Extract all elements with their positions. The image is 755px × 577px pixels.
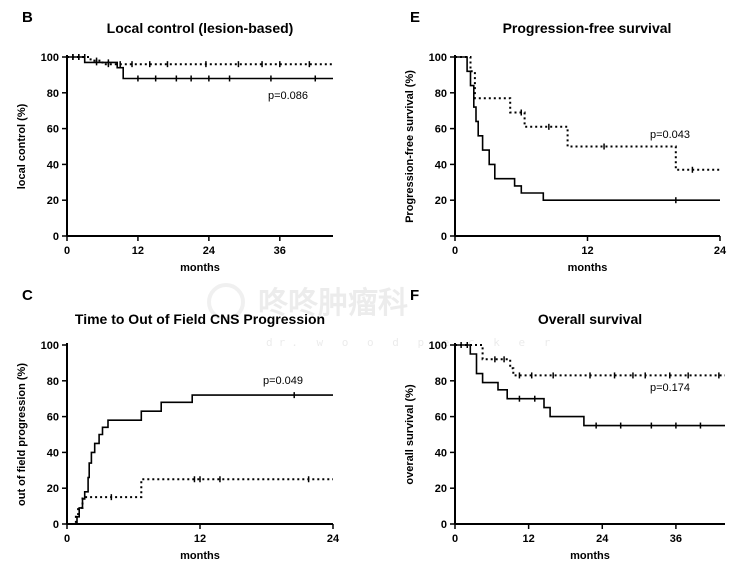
- x-tick-label: 24: [327, 533, 340, 545]
- km-curve-solid: [67, 56, 333, 80]
- x-tick-label: 36: [670, 533, 682, 545]
- y-tick-label: 40: [47, 447, 59, 459]
- chart-title: Progression-free survival: [503, 20, 672, 36]
- watermark-subtext: dr. w o o d p e c k e r: [266, 336, 556, 349]
- x-tick-label: 24: [203, 245, 216, 257]
- y-tick-label: 40: [47, 159, 59, 171]
- panel-local-control: B Local control (lesion-based) 0 20 40 60 80 10…: [16, 9, 333, 274]
- x-tick-label: 0: [452, 533, 458, 545]
- panel-progression-free-survival: E Progression-free survival 0 20 40 60 80 100 0 1…: [404, 9, 727, 274]
- y-tick-label: 100: [429, 340, 447, 352]
- x-axis-label: months: [180, 262, 220, 274]
- y-tick-label: 0: [441, 519, 447, 531]
- watermark-logo-icon: [207, 283, 245, 321]
- km-curve-solid: [455, 56, 720, 201]
- panel-letter: E: [410, 9, 420, 26]
- p-value-annotation: p=0.174: [650, 382, 690, 394]
- y-tick-label: 60: [435, 124, 447, 136]
- x-tick-label: 12: [581, 245, 593, 257]
- x-tick-label: 24: [714, 245, 727, 257]
- chart-title: Overall survival: [538, 311, 642, 327]
- km-curve-dotted: [67, 478, 333, 525]
- panel-out-of-field-progression: C Time to Out of Field CNS Progression 0 20…: [16, 287, 340, 562]
- km-curve-solid: [67, 394, 333, 525]
- y-tick-label: 0: [441, 231, 447, 243]
- y-tick-label: 20: [435, 483, 447, 495]
- p-value-annotation: p=0.049: [263, 375, 303, 387]
- y-tick-label: 100: [429, 52, 447, 64]
- y-tick-label: 40: [435, 447, 447, 459]
- y-tick-label: 100: [41, 340, 59, 352]
- y-tick-label: 80: [47, 88, 59, 100]
- km-curve-dotted: [67, 56, 333, 66]
- y-tick-label: 80: [435, 376, 447, 388]
- x-tick-label: 24: [596, 533, 609, 545]
- x-tick-label: 12: [523, 533, 535, 545]
- x-axis-label: months: [568, 262, 608, 274]
- y-tick-label: 20: [47, 483, 59, 495]
- y-axis-label: out of field progression (%): [16, 363, 28, 506]
- y-tick-label: 80: [435, 88, 447, 100]
- km-curve-dotted: [455, 56, 720, 171]
- p-value-annotation: p=0.043: [650, 129, 690, 141]
- km-curve-solid: [455, 344, 725, 427]
- y-axis-label: overall survival (%): [404, 384, 416, 485]
- panel-overall-survival: F Overall survival 0 20 40 60 80 100 0 12 24 36 mont…: [404, 287, 725, 562]
- y-tick-label: 80: [47, 376, 59, 388]
- y-tick-label: 0: [53, 519, 59, 531]
- x-tick-label: 0: [64, 245, 70, 257]
- p-value-annotation: p=0.086: [268, 90, 308, 102]
- y-tick-label: 40: [435, 159, 447, 171]
- x-tick-label: 12: [132, 245, 144, 257]
- y-tick-label: 60: [47, 412, 59, 424]
- panel-letter: F: [410, 287, 419, 304]
- x-axis-label: months: [180, 550, 220, 562]
- x-tick-label: 0: [64, 533, 70, 545]
- watermark: 咚咚肿瘤科 dr. w o o d p e c k e r: [207, 283, 556, 349]
- x-tick-label: 12: [194, 533, 206, 545]
- y-tick-label: 60: [47, 124, 59, 136]
- y-axis-label: local control (%): [16, 103, 28, 189]
- y-tick-label: 100: [41, 52, 59, 64]
- y-tick-label: 20: [435, 195, 447, 207]
- y-tick-label: 60: [435, 412, 447, 424]
- x-axis-label: months: [570, 550, 610, 562]
- x-tick-label: 0: [452, 245, 458, 257]
- y-axis-label: Progression-free survival (%): [404, 70, 416, 223]
- y-tick-label: 20: [47, 195, 59, 207]
- chart-title: Time to Out of Field CNS Progression: [75, 311, 325, 327]
- watermark-text: 咚咚肿瘤科: [258, 286, 408, 321]
- panel-letter: C: [22, 287, 33, 304]
- y-tick-label: 0: [53, 231, 59, 243]
- x-tick-label: 36: [274, 245, 286, 257]
- panel-letter: B: [22, 9, 33, 26]
- chart-title: Local control (lesion-based): [107, 20, 294, 36]
